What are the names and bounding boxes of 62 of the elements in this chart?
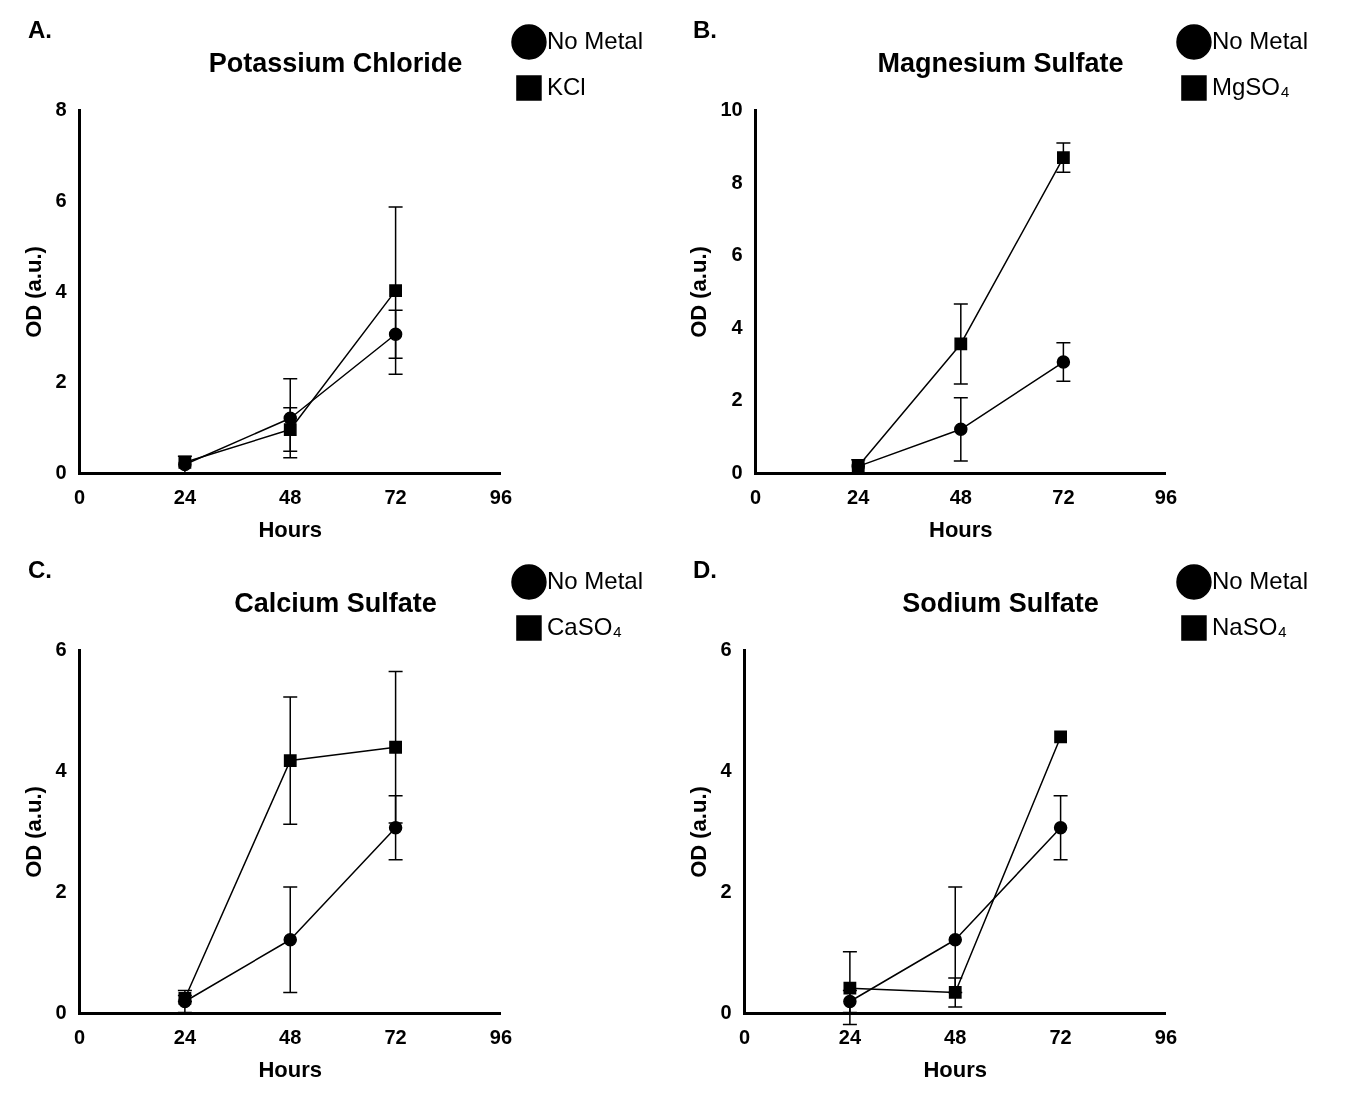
x-tick-label: 48 <box>949 486 972 509</box>
y-tick-label: 6 <box>55 637 67 660</box>
y-tick-label: 6 <box>55 188 67 211</box>
x-axis-title: Hours <box>929 516 993 542</box>
x-tick-label: 24 <box>173 486 197 509</box>
legend-label: No Metal <box>1211 26 1309 54</box>
y-tick-label: 2 <box>55 880 67 903</box>
y-axis-title: OD (a.u.) <box>21 786 47 878</box>
x-tick-label: 48 <box>944 1026 967 1049</box>
y-tick-label: 4 <box>55 758 68 781</box>
chart-title: Potassium Chloride <box>208 47 463 78</box>
text: D. <box>693 556 717 584</box>
x-tick-label: 96 <box>1154 1026 1178 1049</box>
legend-label: No Metal <box>546 26 644 54</box>
chart-title: Calcium Sulfate <box>234 587 437 618</box>
legend-label: KCl <box>546 72 586 100</box>
x-axis-title: Hours <box>923 1056 988 1082</box>
y-tick-label: 4 <box>720 758 733 781</box>
x-tick-label: 72 <box>1049 1026 1072 1049</box>
y-tick-label: 0 <box>720 1001 732 1024</box>
y-tick-label: 4 <box>731 315 744 338</box>
text: A. <box>28 16 52 44</box>
y-tick-label: 2 <box>720 880 732 903</box>
y-tick-label: 6 <box>731 243 743 266</box>
y-tick-label: 0 <box>731 461 743 484</box>
x-tick-label: 24 <box>173 1026 197 1049</box>
x-tick-label: 48 <box>279 486 302 509</box>
y-tick-label: 10 <box>720 97 743 120</box>
x-tick-label: 96 <box>489 1026 513 1049</box>
x-axis-title: Hours <box>258 1056 323 1082</box>
x-tick-label: 72 <box>384 486 407 509</box>
legend-label: No Metal <box>1211 566 1309 594</box>
x-tick-label: 72 <box>384 1026 407 1049</box>
text: B. <box>693 16 717 44</box>
x-tick-label: 0 <box>750 486 762 509</box>
legend-label: No Metal <box>546 566 644 594</box>
y-tick-label: 0 <box>55 1001 67 1024</box>
chart-title: Sodium Sulfate <box>902 587 1099 618</box>
x-tick-label: 72 <box>1052 486 1075 509</box>
y-tick-label: 2 <box>731 388 743 411</box>
x-axis-title: Hours <box>258 516 323 542</box>
y-axis-title: OD (a.u.) <box>686 786 712 878</box>
legend-label: CaSO₄ <box>546 612 623 640</box>
legend-label: MgSO₄ <box>1211 72 1290 100</box>
x-tick-label: 96 <box>1154 486 1178 509</box>
y-tick-label: 0 <box>55 461 67 484</box>
legend-label: NaSO₄ <box>1211 612 1288 640</box>
x-tick-label: 24 <box>838 1026 862 1049</box>
chart-title: Magnesium Sulfate <box>877 47 1124 78</box>
y-tick-label: 6 <box>720 637 732 660</box>
y-tick-label: 8 <box>731 170 743 193</box>
y-tick-label: 4 <box>55 279 68 302</box>
x-tick-label: 0 <box>73 486 86 509</box>
y-axis-title: OD (a.u.) <box>686 246 712 338</box>
y-tick-label: 2 <box>55 370 67 393</box>
y-axis-title: OD (a.u.) <box>21 246 47 338</box>
x-tick-label: 96 <box>489 486 513 509</box>
x-tick-label: 24 <box>847 486 871 509</box>
x-tick-label: 48 <box>279 1026 302 1049</box>
x-tick-label: 0 <box>73 1026 86 1049</box>
text: C. <box>28 556 52 584</box>
y-tick-label: 8 <box>55 97 67 120</box>
